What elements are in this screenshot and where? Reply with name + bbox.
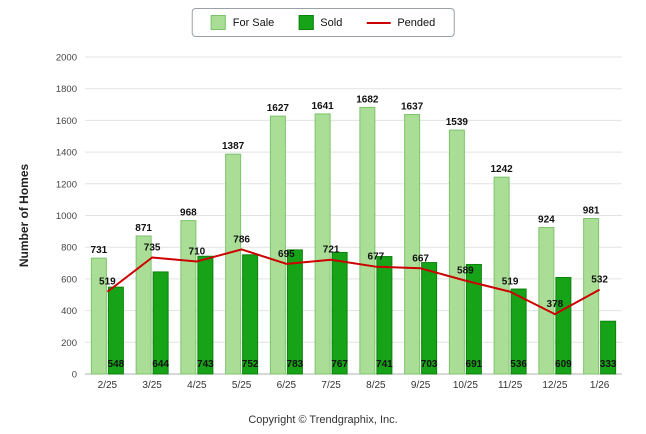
pended-value-label: 710 [189,246,206,257]
bar-for-sale [314,113,331,375]
y-tick-label: 800 [61,243,77,254]
pended-value-label: 721 [323,245,340,256]
for-sale-value-label: 1627 [267,103,290,114]
bar-for-sale [404,114,421,375]
for-sale-value-label: 968 [180,208,197,219]
bar-sold [152,271,169,375]
bar-sold [600,320,617,375]
x-tick-label: 8/25 [366,380,386,391]
pended-line-swatch-icon [366,21,391,24]
pended-value-label: 695 [278,249,295,260]
legend-item-sold: Sold [298,15,342,30]
sold-value-label: 703 [421,359,438,370]
y-tick-label: 2000 [56,53,77,64]
legend-item-pended: Pended [366,17,435,29]
pended-value-label: 735 [144,243,161,254]
for-sale-value-label: 924 [538,215,555,226]
y-tick-label: 0 [72,370,77,381]
for-sale-value-label: 1641 [312,101,335,112]
bar-for-sale [269,115,286,375]
legend-label-pended: Pended [397,16,436,29]
for-sale-value-label: 981 [583,206,600,217]
bar-for-sale [180,220,197,375]
bar-sold [510,288,527,375]
sold-value-label: 536 [510,359,527,370]
chart-area: 0 200 400 600 800 1000 1200 1400 1600 1800 2000 Num… [17,53,622,391]
x-tick-label: 6/25 [277,380,297,391]
bar-sold [376,256,393,375]
x-tick-label: 3/25 [142,380,162,391]
copyright-text: Copyright © Trendgraphix, Inc. [248,414,398,426]
x-tick-label: 5/25 [232,380,252,391]
sold-value-label: 752 [242,359,259,370]
for-sale-value-label: 1387 [222,141,245,152]
for-sale-value-label: 1242 [491,164,514,175]
pended-value-label: 786 [233,234,250,245]
chart-canvas: 0 200 400 600 800 1000 1200 1400 1600 1800 2000 Num… [17,53,622,391]
y-axis-title: Number of Homes [17,164,31,268]
bar-sold [197,255,214,375]
sold-value-label: 741 [376,359,393,370]
bar-for-sale [359,106,376,375]
for-sale-value-label: 1637 [401,102,424,113]
x-tick-label: 11/25 [498,380,523,391]
bar-for-sale [90,257,107,375]
for-sale-value-label: 871 [135,223,152,234]
y-tick-label: 1600 [56,116,77,127]
for-sale-value-label: 731 [91,245,108,256]
y-tick-label: 400 [61,306,77,317]
x-tick-label: 7/25 [321,380,341,391]
pended-value-label: 532 [591,275,608,286]
pended-value-label: 378 [547,299,564,310]
sold-value-label: 783 [287,359,304,370]
sold-value-label: 333 [600,359,617,370]
x-tick-label: 4/25 [187,380,207,391]
bar-sold [286,249,303,375]
bar-for-sale [493,176,510,375]
x-tick-label: 12/25 [542,380,567,391]
bar-sold [107,286,124,375]
legend-label-sold: Sold [320,16,343,29]
bar-for-sale [448,129,465,375]
sold-value-label: 691 [466,359,483,370]
y-tick-label: 200 [61,338,77,349]
pended-value-label: 667 [412,253,429,264]
bar-sold [421,262,438,375]
sold-value-label: 767 [331,359,348,370]
bar-for-sale [538,227,555,375]
bar-sold [555,276,572,375]
bar-for-sale [583,218,600,375]
sold-value-label: 609 [555,359,572,370]
bar-sold [242,254,259,375]
for-sale-value-label: 1682 [356,94,379,105]
y-tick-label: 600 [61,274,77,285]
x-tick-label: 10/25 [453,380,478,391]
sold-value-label: 548 [108,359,125,370]
pended-value-label: 519 [502,277,519,288]
sold-value-label: 644 [152,359,169,370]
legend: For Sale Sold Pended [191,8,455,37]
pended-value-label: 519 [99,277,116,288]
bar-for-sale [135,235,152,375]
pended-line [106,248,601,316]
sold-value-label: 743 [197,359,214,370]
y-tick-label: 1000 [56,211,77,222]
x-tick-label: 9/25 [411,380,431,391]
y-tick-label: 1800 [56,84,77,95]
y-tick-label: 1200 [56,179,77,190]
for-sale-value-label: 1539 [446,117,469,128]
pended-value-label: 589 [457,266,474,277]
bar-sold [465,263,482,375]
bar-sold [331,251,348,375]
x-tick-label: 2/25 [98,380,118,391]
bar-for-sale [225,153,242,375]
pended-value-label: 677 [368,252,385,263]
sold-swatch-icon [298,15,314,30]
for-sale-swatch-icon [210,15,226,30]
legend-item-for-sale: For Sale [210,15,275,30]
legend-label-for-sale: For Sale [232,16,275,29]
y-tick-label: 1400 [56,148,77,159]
x-tick-label: 1/26 [590,380,610,391]
